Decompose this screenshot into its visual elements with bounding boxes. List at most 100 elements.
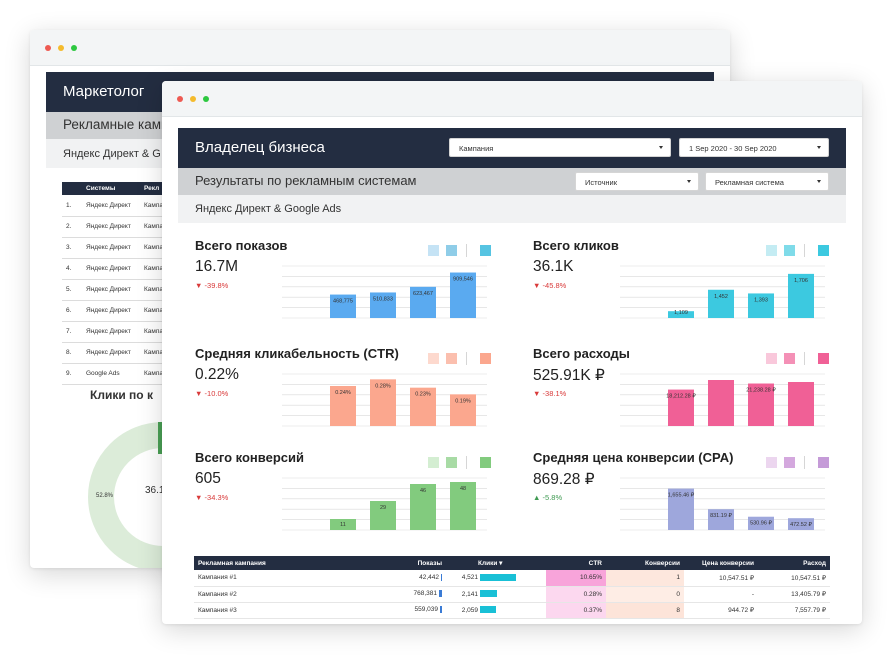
column-header-conversions[interactable]: Конверсии xyxy=(606,556,684,570)
bar[interactable] xyxy=(788,273,814,318)
bar[interactable] xyxy=(330,519,356,530)
shows-cell: 42,442 xyxy=(354,570,446,587)
bar[interactable] xyxy=(410,387,436,426)
campaign-dropdown-label: Кампания xyxy=(459,144,494,153)
bar[interactable] xyxy=(748,293,774,318)
ctr-cell: 10.65% xyxy=(546,570,606,587)
legend-swatch[interactable] xyxy=(428,245,439,256)
column-header[interactable]: Системы xyxy=(82,182,140,195)
bar[interactable] xyxy=(370,292,396,318)
column-header xyxy=(62,182,82,195)
bar-label: 468,775 xyxy=(333,299,353,305)
column-header-spend[interactable]: Расход xyxy=(758,556,830,570)
window-titlebar xyxy=(30,30,730,66)
column-header-cpa[interactable]: Цена конверсии xyxy=(684,556,758,570)
legend-swatch[interactable] xyxy=(766,353,777,364)
column-header-shows[interactable]: Показы xyxy=(354,556,446,570)
table-row[interactable]: Кампания #3 559,039 2,059 0.37% 8 944.72 ₽7,5… xyxy=(194,602,830,619)
legend-swatch[interactable] xyxy=(784,457,795,468)
source-dropdown[interactable]: Источник xyxy=(575,172,699,191)
legend-swatch[interactable] xyxy=(428,353,439,364)
minimize-window-button[interactable] xyxy=(190,96,196,102)
shows-bar xyxy=(440,606,442,614)
bar-label: 0.19% xyxy=(455,398,471,404)
minimize-window-button[interactable] xyxy=(58,45,64,51)
close-window-button[interactable] xyxy=(177,96,183,102)
cpa-cell: 10,547.51 ₽ xyxy=(684,570,758,587)
legend-swatch[interactable] xyxy=(818,353,829,364)
shows-value: 559,039 xyxy=(414,606,439,614)
kpi-delta: ▼ -45.8% xyxy=(533,281,566,290)
kpi-delta-value: -45.8% xyxy=(542,281,567,290)
maximize-window-button[interactable] xyxy=(203,96,209,102)
arrow-down-icon: ▼ xyxy=(195,389,203,398)
maximize-window-button[interactable] xyxy=(71,45,77,51)
bar[interactable] xyxy=(708,380,734,426)
bar[interactable] xyxy=(450,394,476,426)
bar[interactable] xyxy=(748,383,774,426)
legend-swatch[interactable] xyxy=(428,457,439,468)
bar[interactable] xyxy=(410,484,436,530)
table-cell: Яндекс Директ xyxy=(82,342,140,364)
kpi-delta: ▲ -5.8% xyxy=(533,493,562,502)
close-window-button[interactable] xyxy=(45,45,51,51)
campaign-name: Кампания #2 xyxy=(194,586,354,603)
legend-swatch[interactable] xyxy=(818,245,829,256)
table-cell: Google Ads xyxy=(82,363,140,385)
kpi-title: Всего показов xyxy=(195,238,288,253)
bar[interactable] xyxy=(708,509,734,530)
table-row[interactable]: Кампания #1 42,442 4,521 10.65% 1 10,547.51 ₽… xyxy=(194,570,830,587)
legend-swatch[interactable] xyxy=(446,457,457,468)
kpi-title: Всего расходы xyxy=(533,346,630,361)
column-header-campaign[interactable]: Рекламная кампания xyxy=(194,556,354,570)
column-header-ctr[interactable]: CTR xyxy=(546,556,606,570)
bar[interactable] xyxy=(410,286,436,318)
table-row[interactable]: Кампания #2 768,381 2,141 0.28% 0-13,405.79 … xyxy=(194,586,830,603)
column-header-clicks[interactable]: Клики ▾ xyxy=(446,556,546,570)
legend-swatch[interactable] xyxy=(766,457,777,468)
table-cell: 5. xyxy=(62,279,82,301)
bar-label: 1,655.46 ₽ xyxy=(668,492,695,499)
legend-swatch[interactable] xyxy=(480,245,491,256)
bar-label: 0.28% xyxy=(375,383,391,389)
kpi-card: Всего кликов 36.1K ▼ -45.8% 1,109 1,452 1,393… xyxy=(533,238,843,340)
shows-cell: 559,039 xyxy=(354,602,446,619)
bar[interactable] xyxy=(668,488,694,530)
legend-swatch[interactable] xyxy=(784,353,795,364)
bar-label: 472.52 ₽ xyxy=(790,521,812,528)
legend-swatch[interactable] xyxy=(766,245,777,256)
clicks-bar xyxy=(480,606,496,614)
bar[interactable] xyxy=(330,386,356,426)
bar[interactable] xyxy=(668,389,694,426)
table-cell: 2. xyxy=(62,216,82,238)
legend-swatch[interactable] xyxy=(784,245,795,256)
legend-swatch[interactable] xyxy=(818,457,829,468)
bar[interactable] xyxy=(450,272,476,318)
bar-label: 0.23% xyxy=(415,392,431,398)
legend-divider xyxy=(466,244,467,257)
legend-divider xyxy=(466,456,467,469)
bar[interactable] xyxy=(330,294,356,318)
bar[interactable] xyxy=(708,289,734,318)
donut-label: 52.8% xyxy=(96,493,114,499)
campaign-dropdown[interactable]: Кампания xyxy=(449,138,671,157)
legend-swatch[interactable] xyxy=(446,353,457,364)
bar[interactable] xyxy=(370,379,396,426)
bar[interactable] xyxy=(788,382,814,426)
legend-swatch[interactable] xyxy=(446,245,457,256)
conversions-cell: 0 xyxy=(606,586,684,603)
clicks-value: 4,521 xyxy=(461,574,478,582)
campaign-name: Кампания #1 xyxy=(194,570,354,587)
spend-cell: 10,547.51 ₽ xyxy=(758,570,830,587)
date-range-picker[interactable]: 1 Sep 2020 - 30 Sep 2020 xyxy=(679,138,829,157)
bar[interactable] xyxy=(748,516,774,530)
bar[interactable] xyxy=(370,501,396,530)
arrow-up-icon: ▲ xyxy=(533,493,541,502)
bar[interactable] xyxy=(450,482,476,530)
table-cell: 9. xyxy=(62,363,82,385)
bar[interactable] xyxy=(668,311,694,318)
legend-swatch[interactable] xyxy=(480,457,491,468)
ad-system-dropdown[interactable]: Рекламная система xyxy=(705,172,829,191)
bar[interactable] xyxy=(788,518,814,530)
legend-swatch[interactable] xyxy=(480,353,491,364)
